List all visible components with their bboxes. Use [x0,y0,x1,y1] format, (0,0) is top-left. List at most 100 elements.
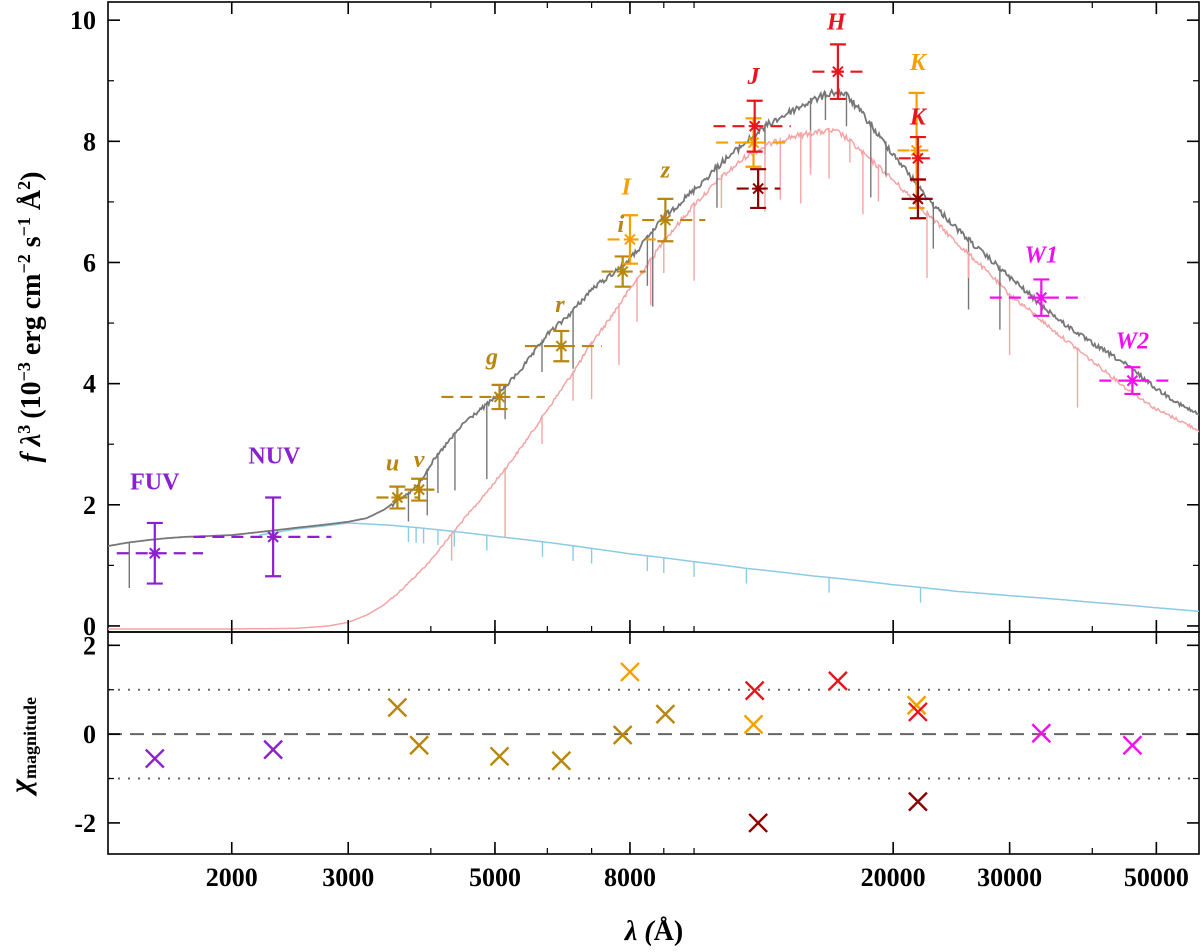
marker-i [616,265,629,278]
residual-J [744,680,765,701]
marker-J [748,120,761,133]
residual-W2 [1122,735,1143,756]
x-axis-title: λ (Å) [624,916,683,947]
band-label-r: r [555,292,565,318]
x-axis-title-pre: λ ( [624,916,655,947]
band-label-NUV: NUV [248,444,301,470]
residual-z [655,704,676,724]
ylabel-unit1: erg cm [16,274,47,363]
band-label-I: I [621,175,633,201]
photometry-point-J [713,99,791,153]
top-y-tick-label-4: 4 [83,370,96,399]
ylabel-exp-neg1: −1 [14,217,34,236]
marker-v [413,483,426,496]
residual-g [489,746,510,767]
x-tick-label-30000: 30000 [977,863,1042,892]
photometry-point-K [898,135,936,181]
residual-J-orange [743,714,764,735]
ylabel-exp-neg2: −2 [14,254,34,273]
marker-z [659,214,672,227]
residual-W1 [1031,723,1052,744]
band-label-z: z [660,158,671,184]
photometry-point-r [524,329,602,363]
chi-subscript: magnitude [20,697,40,779]
chi-symbol: χ [4,778,37,797]
residual-u [387,697,408,718]
ylabel-exp3: 3 [14,425,34,434]
x-tick-label-20000: 20000 [861,863,926,892]
photometry-point-I [607,214,656,265]
band-label-J: J [747,64,761,90]
ylabel-unit2: s [16,236,47,254]
x-tick-label-2000: 2000 [206,863,258,892]
photometry-point-i [601,255,646,288]
band-label-g: g [485,344,498,370]
x-tick-label-3000: 3000 [322,863,374,892]
axis-ticks [108,2,1199,854]
band-label-K: K [909,104,928,130]
marker-W2 [1126,374,1139,387]
marker-r [555,340,568,353]
band-label-H: H [826,9,847,35]
band-label-u: u [386,450,399,476]
residual-guides [108,688,1199,780]
photometry-point-W1 [989,278,1085,317]
bottom-panel-frame [107,631,1200,855]
marker-I [623,233,636,246]
x-axis-title-post: ) [674,916,683,947]
residual-v [409,735,429,756]
residual-i [612,725,633,745]
band-labels: FUV NUV u v g r i z I J H K K W1 W2 [130,9,1149,495]
marker-g [493,390,506,403]
residual-NUV [263,739,283,760]
model-composite [108,87,1199,547]
photometry-point-v [404,477,435,502]
band-label-K-orange: K [909,50,928,76]
photometry-point-g [441,383,545,411]
bot-y-tick-label-0: 0 [83,720,96,749]
band-label-FUV: FUV [130,470,180,496]
photometry-point-K-orange [897,91,934,210]
marker-H [831,65,844,78]
x-tick-label-50000: 50000 [1124,863,1189,892]
residual-points [144,662,1143,833]
photometry-point-W2 [1099,366,1174,396]
marker-J-orange [747,136,760,149]
residual-r [551,750,572,771]
photometry-point-u [376,485,419,510]
bot-y-tick-label--2: -2 [74,809,96,838]
residual-K-dark [908,791,928,812]
marker-K-dark [911,192,924,205]
band-label-W1: W1 [1025,242,1058,268]
residual-K-orange [906,695,927,716]
x-tick-label-8000: 8000 [604,863,656,892]
residual-I [620,662,640,682]
photometry-point-NUV [193,496,332,578]
band-label-v: v [414,447,425,473]
ylabel-exp2: 2 [14,181,34,190]
marker-K-orange [910,144,923,157]
top-y-tick-label-0: 0 [83,612,96,641]
marker-W1 [1035,291,1048,304]
model-spectra [108,87,1199,630]
top-y-tick-label-6: 6 [83,248,96,277]
photometry-point-z [642,197,706,243]
marker-u [391,491,404,504]
marker-K [911,152,924,165]
residual-FUV [144,748,165,769]
marker-FUV [148,547,161,560]
ylabel-unit3: Å [16,189,47,217]
bot-y-tick-label-2: 2 [83,631,96,660]
x-axis-title-unit: Å [654,916,675,947]
ylabel-close: ) [16,172,47,181]
top-y-tick-label-2: 2 [83,491,96,520]
x-tick-label-5000: 5000 [469,863,521,892]
photometry-points [116,43,1174,585]
photometry-point-H [812,43,863,101]
model-cool-component [108,127,1199,630]
ylabel-paren: (10 [16,381,47,418]
top-y-tick-label-8: 8 [83,127,96,156]
photometry-point-FUV [116,521,204,585]
marker-J-dark [752,182,765,195]
